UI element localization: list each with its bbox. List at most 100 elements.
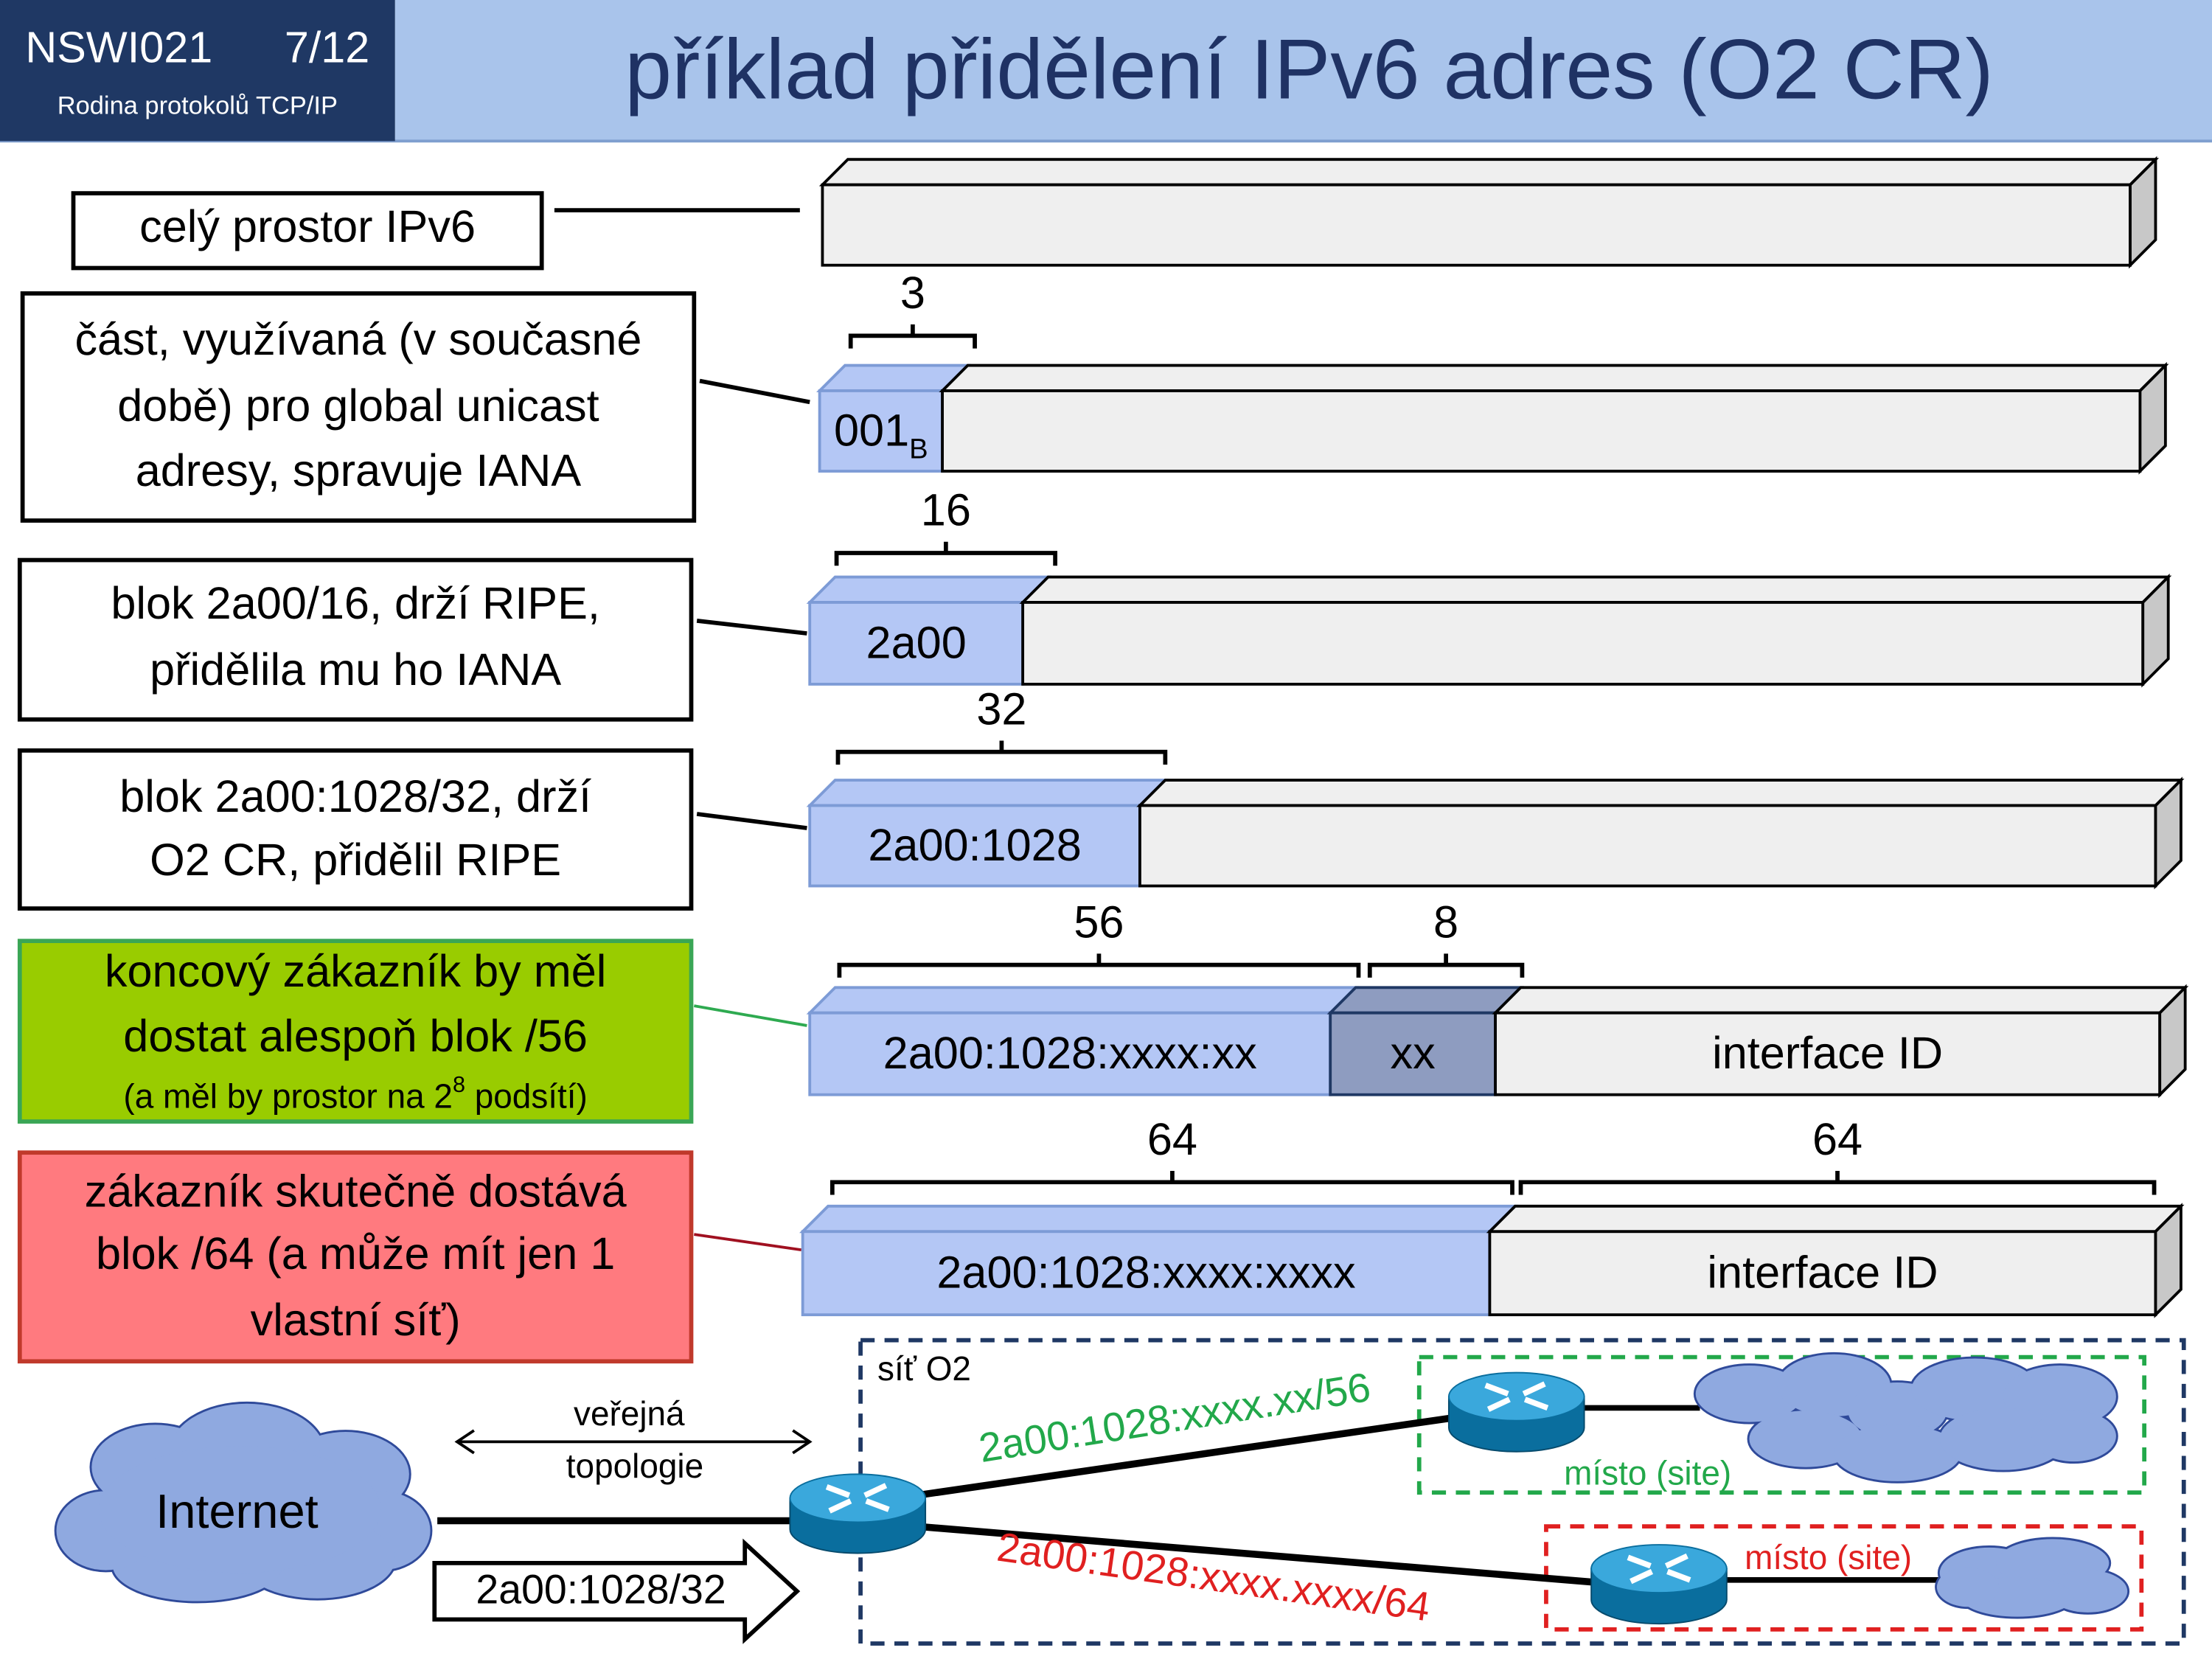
bar-side: [2129, 156, 2157, 269]
segment-label: 2a00:1028:xxxx:xx: [883, 1028, 1257, 1078]
announced-prefix: 2a00:1028/32: [476, 1567, 726, 1613]
site-64-label: místo (site): [1745, 1538, 1912, 1576]
brace: [848, 324, 977, 349]
network-diagram: síť O2 Internet veřejná topologie 2a00:1028/…: [54, 1338, 2186, 1646]
connector: [694, 1233, 802, 1252]
bar-top: [1019, 575, 2172, 604]
label-line: dostat alespoň blok /56: [123, 1011, 588, 1061]
segment-label: 001B: [834, 406, 928, 465]
brace-label: 64: [1147, 1114, 1197, 1164]
router: [1447, 1371, 1585, 1453]
router-arrows: [1484, 1381, 1549, 1412]
brace-label: 64: [1812, 1114, 1863, 1164]
router-arrows: [825, 1483, 890, 1514]
bar-segment: [821, 183, 2132, 267]
label-line: době) pro global unicast: [117, 380, 599, 431]
bar-side: [2154, 776, 2183, 890]
label-line: koncový zákazník by měl: [105, 946, 607, 996]
brace: [835, 740, 1168, 765]
label-line: blok 2a00:1028/32, drží: [119, 771, 591, 821]
arrow-caption: topologie: [566, 1447, 703, 1485]
label-line: blok 2a00/16, drží RIPE,: [111, 578, 600, 628]
label-box: [17, 939, 694, 1124]
course-code: NSWI021: [25, 23, 212, 72]
segment-text: interface ID: [1712, 1028, 1943, 1078]
arrow-caption: veřejná: [574, 1394, 685, 1433]
cloud-fill: [1939, 1408, 2067, 1470]
brace: [1367, 953, 1525, 978]
segment-label: xx: [1391, 1028, 1436, 1078]
router-top: [1590, 1544, 1728, 1594]
brace-label: 16: [921, 485, 971, 535]
rows: celý prostor IPv6 část, využívaná (v souč…: [17, 156, 2189, 1364]
bar-top: [806, 779, 1169, 807]
segment-label: 2a00: [866, 617, 967, 667]
cloud-label: Internet: [156, 1484, 319, 1538]
label-line: zákazník skutečně dostává: [85, 1166, 627, 1217]
bar-segment: [1021, 601, 2145, 686]
segment-text: 001: [834, 406, 909, 456]
bar-segment: [1488, 1230, 2157, 1317]
segment-label: 2a00:1028:xxxx:xxxx: [936, 1248, 1355, 1298]
cloud-fill: [2031, 1411, 2116, 1462]
router-top: [1447, 1371, 1585, 1422]
double-arrow: [454, 1429, 813, 1455]
label-box: [20, 291, 697, 523]
note-sup: 8: [453, 1072, 465, 1097]
label-line: adresy, spravuje IANA: [136, 445, 582, 495]
brace-label: 56: [1074, 897, 1124, 947]
note-tail: podsítí): [465, 1077, 588, 1116]
segment-label: 2a00:1028: [868, 820, 1081, 870]
link: [917, 1523, 1601, 1587]
cloud-fill: [1695, 1366, 1804, 1422]
announce-arrow: [432, 1538, 801, 1644]
segment-sub: B: [909, 433, 928, 465]
course-box: [0, 0, 395, 142]
segment-text: 2a00: [866, 617, 967, 667]
brace-label: 32: [976, 684, 1026, 734]
bar-top: [818, 158, 2160, 187]
bar-segment: [1138, 804, 2157, 888]
bar-top: [1492, 986, 2189, 1015]
label-box: [17, 557, 694, 722]
bar-segment: [801, 1230, 1492, 1317]
bar-segment: [1494, 1011, 2162, 1096]
label-box: [17, 1150, 694, 1364]
bar-top: [799, 1204, 1519, 1234]
label-line: celý prostor IPv6: [139, 201, 476, 251]
bar-segment: [818, 389, 944, 473]
link: [916, 1414, 1454, 1499]
bar-top: [1486, 1204, 2185, 1234]
brace: [1518, 1171, 2157, 1195]
bar-side: [2138, 361, 2167, 475]
area-label: síť O2: [877, 1349, 971, 1388]
router-top: [789, 1473, 927, 1523]
bar-top: [1326, 986, 1525, 1015]
title-band: [394, 0, 2212, 142]
label-line: přidělila mu ho IANA: [150, 644, 561, 695]
cloud-fill: [1936, 1567, 2000, 1607]
label-line: blok /64 (a může mít jen 1: [96, 1228, 615, 1279]
connector: [699, 378, 810, 405]
brace: [830, 1171, 1514, 1195]
bar-side: [2158, 984, 2187, 1099]
router: [1590, 1544, 1728, 1625]
segment-label: interface ID: [1712, 1028, 1943, 1078]
segment-text: interface ID: [1707, 1248, 1938, 1298]
segment-label: interface ID: [1707, 1248, 1938, 1298]
bar-side: [2154, 1203, 2183, 1318]
label-line: O2 CR, přidělil RIPE: [150, 835, 561, 885]
router-arrows: [1627, 1553, 1691, 1585]
segment-text: 2a00:1028: [868, 820, 1081, 870]
bar-segment: [808, 1011, 1332, 1096]
connector: [696, 812, 807, 830]
label-line: část, využívaná (v současné: [74, 314, 641, 364]
bar-side: [2141, 573, 2170, 688]
router: [789, 1473, 927, 1554]
site-cloud-cluster: [1693, 1352, 2118, 1484]
bar-top: [806, 986, 1360, 1015]
brace-label: 8: [1433, 897, 1458, 947]
bar-segment: [941, 389, 2142, 473]
cloud-fill: [98, 1446, 381, 1573]
label-box: [17, 748, 694, 911]
